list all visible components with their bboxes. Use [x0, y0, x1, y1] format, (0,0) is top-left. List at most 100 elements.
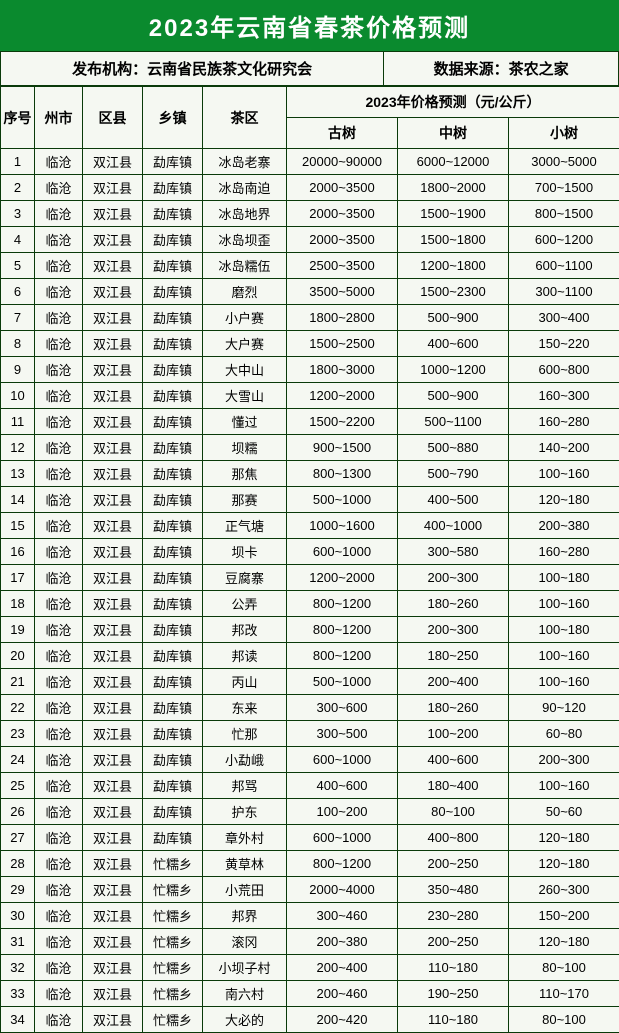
- cell-city: 临沧: [35, 331, 83, 357]
- table-row: 27临沧双江县勐库镇章外村600~1000400~800120~180: [1, 825, 619, 851]
- cell-price-old: 2000~3500: [287, 201, 398, 227]
- cell-price-young: 110~170: [509, 981, 619, 1007]
- cell-area: 黄草林: [203, 851, 287, 877]
- cell-area: 豆腐寨: [203, 565, 287, 591]
- cell-area: 大户赛: [203, 331, 287, 357]
- cell-price-young: 120~180: [509, 487, 619, 513]
- cell-price-mid: 190~250: [398, 981, 509, 1007]
- cell-city: 临沧: [35, 409, 83, 435]
- cell-city: 临沧: [35, 877, 83, 903]
- cell-index: 2: [1, 175, 35, 201]
- cell-city: 临沧: [35, 669, 83, 695]
- cell-price-old: 900~1500: [287, 435, 398, 461]
- cell-county: 双江县: [83, 357, 143, 383]
- cell-town: 忙糯乡: [143, 903, 203, 929]
- cell-county: 双江县: [83, 279, 143, 305]
- table-row: 12临沧双江县勐库镇坝糯900~1500500~880140~200: [1, 435, 619, 461]
- cell-price-young: 260~300: [509, 877, 619, 903]
- cell-price-young: 90~120: [509, 695, 619, 721]
- cell-index: 29: [1, 877, 35, 903]
- cell-county: 双江县: [83, 695, 143, 721]
- cell-index: 25: [1, 773, 35, 799]
- cell-city: 临沧: [35, 955, 83, 981]
- cell-city: 临沧: [35, 617, 83, 643]
- cell-county: 双江县: [83, 149, 143, 175]
- cell-area: 懂过: [203, 409, 287, 435]
- cell-price-old: 1000~1600: [287, 513, 398, 539]
- table-row: 17临沧双江县勐库镇豆腐寨1200~2000200~300100~180: [1, 565, 619, 591]
- cell-index: 26: [1, 799, 35, 825]
- cell-index: 13: [1, 461, 35, 487]
- cell-index: 21: [1, 669, 35, 695]
- cell-county: 双江县: [83, 435, 143, 461]
- cell-town: 勐库镇: [143, 721, 203, 747]
- cell-area: 忙那: [203, 721, 287, 747]
- cell-area: 滚冈: [203, 929, 287, 955]
- cell-price-young: 3000~5000: [509, 149, 619, 175]
- cell-price-old: 800~1200: [287, 643, 398, 669]
- table-row: 19临沧双江县勐库镇邦改800~1200200~300100~180: [1, 617, 619, 643]
- cell-town: 勐库镇: [143, 201, 203, 227]
- cell-price-mid: 200~250: [398, 851, 509, 877]
- cell-price-mid: 1200~1800: [398, 253, 509, 279]
- cell-county: 双江县: [83, 955, 143, 981]
- cell-price-mid: 180~400: [398, 773, 509, 799]
- cell-city: 临沧: [35, 1007, 83, 1033]
- cell-index: 33: [1, 981, 35, 1007]
- publisher-label: 发布机构：: [72, 61, 147, 78]
- cell-county: 双江县: [83, 617, 143, 643]
- cell-county: 双江县: [83, 643, 143, 669]
- cell-price-old: 300~600: [287, 695, 398, 721]
- cell-city: 临沧: [35, 305, 83, 331]
- cell-price-old: 500~1000: [287, 669, 398, 695]
- cell-index: 9: [1, 357, 35, 383]
- cell-city: 临沧: [35, 643, 83, 669]
- cell-price-old: 2000~4000: [287, 877, 398, 903]
- cell-price-young: 200~300: [509, 747, 619, 773]
- table-row: 32临沧双江县忙糯乡小坝子村200~400110~18080~100: [1, 955, 619, 981]
- cell-price-old: 600~1000: [287, 747, 398, 773]
- th-county: 区县: [83, 87, 143, 149]
- cell-index: 18: [1, 591, 35, 617]
- cell-price-mid: 1000~1200: [398, 357, 509, 383]
- cell-area: 冰岛糯伍: [203, 253, 287, 279]
- cell-price-old: 1200~2000: [287, 383, 398, 409]
- cell-city: 临沧: [35, 929, 83, 955]
- cell-price-young: 50~60: [509, 799, 619, 825]
- cell-price-old: 600~1000: [287, 825, 398, 851]
- cell-price-young: 100~160: [509, 461, 619, 487]
- cell-town: 勐库镇: [143, 617, 203, 643]
- cell-county: 双江县: [83, 461, 143, 487]
- cell-price-mid: 200~400: [398, 669, 509, 695]
- cell-county: 双江县: [83, 513, 143, 539]
- source-cell: 数据来源：茶农之家: [384, 52, 619, 86]
- th-city: 州市: [35, 87, 83, 149]
- cell-price-young: 300~1100: [509, 279, 619, 305]
- cell-town: 忙糯乡: [143, 851, 203, 877]
- cell-price-young: 100~160: [509, 669, 619, 695]
- cell-town: 忙糯乡: [143, 877, 203, 903]
- cell-city: 临沧: [35, 565, 83, 591]
- cell-price-young: 160~280: [509, 539, 619, 565]
- cell-town: 勐库镇: [143, 175, 203, 201]
- cell-index: 5: [1, 253, 35, 279]
- cell-price-old: 200~420: [287, 1007, 398, 1033]
- price-table: 序号 州市 区县 乡镇 茶区 2023年价格预测（元/公斤） 古树 中树 小树 …: [0, 86, 619, 1033]
- cell-county: 双江县: [83, 747, 143, 773]
- cell-area: 冰岛坝歪: [203, 227, 287, 253]
- cell-city: 临沧: [35, 279, 83, 305]
- cell-index: 28: [1, 851, 35, 877]
- cell-price-young: 140~200: [509, 435, 619, 461]
- cell-price-mid: 200~300: [398, 617, 509, 643]
- cell-price-mid: 500~900: [398, 383, 509, 409]
- cell-price-young: 100~180: [509, 617, 619, 643]
- cell-city: 临沧: [35, 799, 83, 825]
- cell-city: 临沧: [35, 747, 83, 773]
- cell-town: 勐库镇: [143, 227, 203, 253]
- source-label: 数据来源：: [434, 61, 509, 78]
- cell-county: 双江县: [83, 565, 143, 591]
- table-row: 24临沧双江县勐库镇小勐峨600~1000400~600200~300: [1, 747, 619, 773]
- cell-price-young: 100~160: [509, 643, 619, 669]
- cell-price-young: 120~180: [509, 851, 619, 877]
- cell-price-mid: 400~600: [398, 331, 509, 357]
